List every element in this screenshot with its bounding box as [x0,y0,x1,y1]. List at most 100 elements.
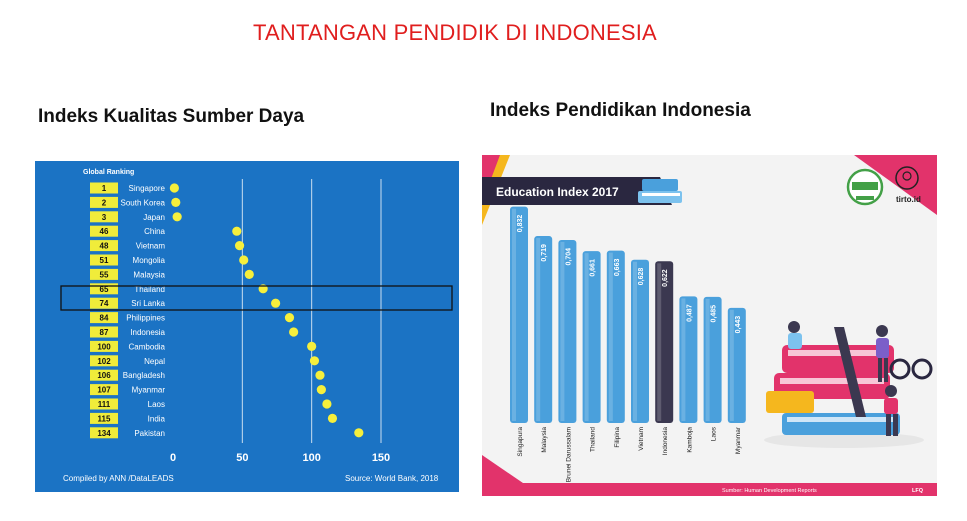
education-bar [582,251,601,423]
rank-number: 87 [100,328,109,337]
education-bar-shine [681,298,686,421]
education-value-label: 0,622 [662,269,669,287]
page-title: TANTANGAN PENDIDIK DI INDONESIA [253,20,657,45]
education-country-label: Kamboja [686,427,693,453]
education-value-label: 0,704 [565,248,572,266]
rank-box [90,211,118,223]
education-value-label: 0,719 [541,244,548,262]
education-bar-shine [729,309,734,421]
country-label: China [144,227,165,236]
education-index-svg: Education Index 2017 tirto.id 0,832 Singa… [482,155,937,496]
tirto-logo: tirto.id [895,166,921,204]
ranking-footer-compiled: Compiled by ANN /DataLEADS [63,474,174,483]
education-bar [727,307,746,423]
ranking-dot [307,341,317,351]
footer-tag: LFQ [912,488,924,494]
rank-number: 107 [97,386,111,395]
banner-title: Education Index 2017 [496,185,619,199]
rank-number: 46 [100,227,109,236]
rank-number: 51 [100,256,109,265]
country-label: Philippines [126,314,165,323]
rank-box [90,240,118,252]
rank-box [90,427,118,439]
education-bar [606,250,625,423]
rank-box [90,268,118,280]
country-label: Malaysia [133,270,165,279]
country-label: Mongolia [133,256,166,265]
rank-number: 55 [100,270,109,279]
ranking-x-ticks: 0 50 100 150 [170,452,390,464]
ranking-x-tick-label: 0 [170,452,176,464]
education-bar-shine [657,263,662,421]
rank-number: 74 [100,299,109,308]
education-value-label: 0,832 [517,215,524,233]
left-heading: Indeks Kualitas Sumber Daya [38,106,305,127]
country-label: Sri Lanka [131,299,165,308]
education-country-label: Laos [711,426,718,441]
country-label: Pakistan [134,429,165,438]
education-value-label: 0,663 [614,259,621,277]
rank-number: 65 [100,285,109,294]
rank-box [90,384,118,396]
education-index-chart: Education Index 2017 tirto.id 0,832 Singa… [482,155,937,496]
country-label: South Korea [121,198,166,207]
rank-box [90,326,118,338]
ranking-dot [172,212,182,222]
book-icon [638,179,682,203]
education-bar [703,296,722,423]
education-value-label: 0,628 [638,268,645,286]
education-value-label: 0,661 [590,259,597,277]
education-value-label: 0,485 [711,305,718,323]
rank-number: 106 [97,371,111,380]
ranking-dot [239,255,249,265]
rank-box [90,225,118,237]
education-value-label: 0,443 [735,316,742,334]
education-bar [510,206,528,423]
ranking-dot [234,241,245,251]
right-heading: Indeks Pendidikan Indonesia [490,100,751,121]
rank-number: 111 [98,400,111,409]
rank-number: 134 [97,429,111,438]
ranking-dot [322,399,332,409]
ranking-x-tick-label: 150 [372,452,390,464]
rank-number: 100 [97,342,111,351]
ranking-dot [309,356,320,366]
ranking-dot [271,298,281,308]
education-bar-shine [633,261,637,421]
country-label: Laos [148,400,165,409]
rank-box [90,182,118,194]
ranking-dot [354,428,364,438]
education-bar [679,296,698,423]
education-value-label: 0,487 [686,304,693,322]
ranking-dot [232,226,242,236]
country-label: Vietnam [136,242,166,251]
ranking-dot [315,370,325,380]
rank-box [90,355,118,367]
ranking-footer-source: Source: World Bank, 2018 [345,474,439,483]
ranking-dot [244,269,254,279]
rank-number: 115 [98,414,111,423]
education-country-label: Indonesia [662,427,669,456]
ranking-dot [284,313,295,323]
ranking-dot [171,197,181,207]
education-bar-shine [705,298,710,421]
ranking-gridlines [241,179,382,443]
source-footer: Sumber: Human Development Reports [722,488,817,494]
education-bar-shine [608,252,613,421]
education-country-label: Thailand [590,427,597,452]
banner-bg [482,177,672,205]
country-label: Singapore [129,184,166,193]
rank-number: 48 [100,242,109,251]
rank-number: 84 [100,314,109,323]
ranking-header: Global Ranking [83,169,134,176]
rank-box [90,196,118,208]
education-bars: 0,832 Singapura 0,719 Malaysia 0,704 Brunei D… [510,206,746,482]
rank-box [90,412,118,424]
rank-box [90,297,118,309]
ranking-dot [289,327,299,337]
country-label: Indonesia [130,328,165,337]
ranking-x-tick-label: 100 [302,452,320,464]
country-label: Bangladesh [123,371,165,380]
rank-box [90,254,118,266]
education-bar-shine [536,238,541,421]
